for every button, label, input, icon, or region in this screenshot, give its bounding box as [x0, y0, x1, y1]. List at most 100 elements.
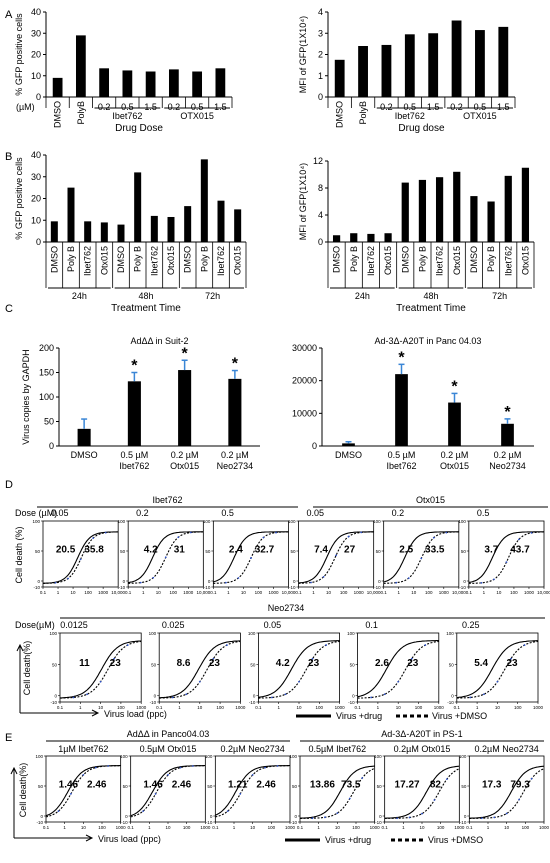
panel-d-row1-plot-y-tick-label: 0 — [123, 579, 126, 584]
panel-d-drug-label: Otx015 — [416, 495, 445, 505]
panel-e-plot-x-tick-label: 10 — [419, 825, 425, 830]
panel-d-dose-value: 0.05 — [307, 508, 325, 518]
panel-b-chart2-bar — [332, 235, 341, 242]
panel-e-plot-dmso-ec50-label: 2.46 — [87, 780, 107, 791]
panel-c-chart2-category-label: DMSO — [335, 450, 362, 460]
panel-d-row1-plot-dmso-point — [262, 536, 265, 539]
panel-d-neo-dose-value: 0.05 — [264, 620, 282, 630]
panel-b-chart2-group-label: 24h — [355, 291, 370, 301]
panel-d-row2-plot-dmso-point — [482, 693, 485, 696]
panel-e-plot-x-tick-label: 10 — [335, 825, 341, 830]
panel-d-row1-plot-x-tick-label: 10 — [156, 590, 162, 595]
panel-d-row1-plot-dmso-point — [164, 556, 167, 559]
panel-d-row1-plot-x-tick-label: 0.1 — [295, 590, 302, 595]
panel-b-chart2-group-label: 72h — [492, 291, 507, 301]
panel-e-plot-drug-curve — [384, 765, 460, 819]
panel-a-chart2-category-label: PolyB — [358, 101, 368, 125]
panel-d-row2-plot-drug-ec50-label: 4.2 — [276, 658, 290, 669]
panel-e-plot-y-tick-label: 0 — [125, 814, 128, 819]
panel-letter-d: D — [5, 479, 13, 491]
panel-a-chart1-bar — [122, 70, 133, 97]
panel-a-chart2-bar — [475, 30, 485, 97]
panel-d-row2-plot-y-tick-label: 0 — [451, 694, 454, 699]
panel-d-row2-plot-x-tick-label: 0.1 — [255, 705, 262, 710]
panel-b-chart2-x-label: Treatment Time — [396, 303, 466, 314]
panel-d-row1-plot-x-tick-label: 10,000 — [537, 590, 550, 595]
panel-d-row1-plot-x-tick-label: 0.1 — [466, 590, 473, 595]
panel-d-row2-plot-y-tick-label: 0 — [352, 694, 355, 699]
panel-d-row2-plot-dmso-ec50-label: 23 — [407, 658, 419, 669]
panel-d-row1-plot-dmso-point — [360, 531, 363, 534]
panel-b-chart2-group-label: 48h — [423, 291, 438, 301]
panel-d-row1-plot-drug-curve — [383, 531, 459, 583]
panel-e-plot-y-tick-label: 0 — [464, 814, 467, 819]
panel-d-row2-plot-y-tick-label: 100 — [49, 631, 57, 636]
panel-d-row1-plot-y-tick-label: -10 — [33, 585, 40, 590]
panel-a-chart1-category-label: PolyB — [76, 101, 86, 125]
panel-b-chart2-bar — [384, 233, 392, 242]
panel-d-row2-plot-drug-curve — [159, 640, 241, 699]
panel-c-chart2-bar — [342, 443, 355, 446]
panel-d-row1-plot-x-tick-label: 10,000 — [196, 590, 210, 595]
panel-d-row2-plot-x-tick-label: 1 — [377, 705, 380, 710]
panel-a-chart2-bar — [451, 20, 462, 97]
panel-c-chart2-y-tick-label: 30000 — [292, 343, 317, 353]
panel-d-row2-plot-dmso-point — [198, 680, 201, 683]
panel-e-plot-y-tick-label: -10 — [206, 820, 213, 825]
panel-e-plot-x-tick-label: 1000 — [285, 825, 296, 830]
panel-e-plot-x-tick-label: 10 — [81, 825, 87, 830]
panel-e-plot-dmso-point — [167, 774, 169, 776]
panel-e-plot-dmso-point — [69, 793, 72, 795]
panel-b-chart2-bar — [504, 175, 512, 242]
panel-d-row2-plot-dmso-point — [212, 657, 215, 660]
panel-e-plot-drug-ec50-label: 1.46 — [143, 780, 163, 791]
panel-d-row1-plot-drug-ec50-label: 3.7 — [484, 545, 498, 556]
panel-d-row1-plot-frame — [127, 520, 204, 588]
panel-d-dose-label: Dose (µM) — [15, 508, 57, 518]
panel-d-row2-plot-y-tick-label: 0 — [54, 694, 57, 699]
panel-a-chart1-y-label: % GFP positive cells — [14, 13, 24, 96]
panel-e-plot-dmso-point — [396, 817, 399, 820]
panel-b-chart1-bar — [134, 172, 142, 242]
panel-e-plot-dmso-point — [179, 766, 182, 769]
panel-e-plot-x-tick-label: 100 — [352, 825, 360, 830]
panel-b-chart1-bar — [150, 215, 158, 242]
panel-a-chart2-y-tick-label: 4 — [318, 7, 323, 17]
panel-a-chart2-bar — [498, 26, 509, 97]
panel-a-chart1-bar — [145, 71, 156, 97]
panel-e-plot-dmso-ec50-label: 79.3 — [510, 780, 530, 791]
panel-e-x-label: Virus load (ppc) — [98, 834, 161, 844]
panel-d-row2-plot-y-tick-label: -10 — [50, 700, 57, 705]
panel-d-row2-plot-dmso-point — [271, 696, 273, 699]
panel-d-row1-plot-dmso-point — [139, 581, 142, 584]
panel-e-plot-y-tick-label: 50 — [377, 784, 383, 789]
panel-b-chart1-category-label: DMSO — [116, 246, 126, 273]
panel-c-chart2-bar — [501, 423, 514, 446]
panel-d-row2-plot-x-tick-label: 0.1 — [354, 705, 361, 710]
panel-e-plot-drug-curve — [299, 765, 375, 819]
panel-d-drug-label: Ibet762 — [152, 495, 182, 505]
panel-e-plot-dmso-point — [264, 766, 267, 769]
panel-d-row2-plot-drug-ec50-label: 2.6 — [375, 658, 389, 669]
panel-d-row1-plot-x-tick-label: 0.1 — [40, 590, 47, 595]
panel-e-plot-dmso-curve — [384, 768, 460, 819]
panel-d-row2-plot-y-tick-label: 50 — [350, 662, 356, 667]
panel-a-chart2-category-label: 0.2 — [450, 102, 463, 112]
panel-d-row2-plot-y-tick-label: -10 — [447, 700, 454, 705]
panel-e-plot-dmso-point — [226, 810, 229, 813]
panel-e-plot-drug-ec50-label: 1.46 — [59, 780, 79, 791]
panel-b-chart2-category-label: Ibet762 — [366, 246, 376, 276]
panel-d-row2-plot-dmso-point — [86, 693, 88, 696]
panel-d-row2-plot-dmso-point — [99, 680, 102, 683]
panel-d-row1-plot-y-tick-label: -10 — [374, 585, 381, 590]
panel-b-chart2-bar — [435, 177, 444, 242]
panel-a-chart2-y-tick-label: 2 — [318, 50, 323, 60]
panel-e-plot-y-tick-label: 50 — [461, 784, 467, 789]
panel-d-row2-plot-drug-curve — [258, 640, 340, 698]
panel-c-chart1-y-label: Virus copies by GAPDH — [21, 349, 31, 444]
panel-d-row2-plot-dmso-point — [424, 644, 427, 646]
panel-a-chart2-category-label: 1.5 — [497, 102, 510, 112]
panel-b-chart1-category-label: Otx015 — [166, 246, 176, 275]
panel-a-chart1-unit-label: (µM) — [16, 102, 35, 112]
panel-d-row1-plot-y-tick-label: 50 — [205, 549, 211, 554]
